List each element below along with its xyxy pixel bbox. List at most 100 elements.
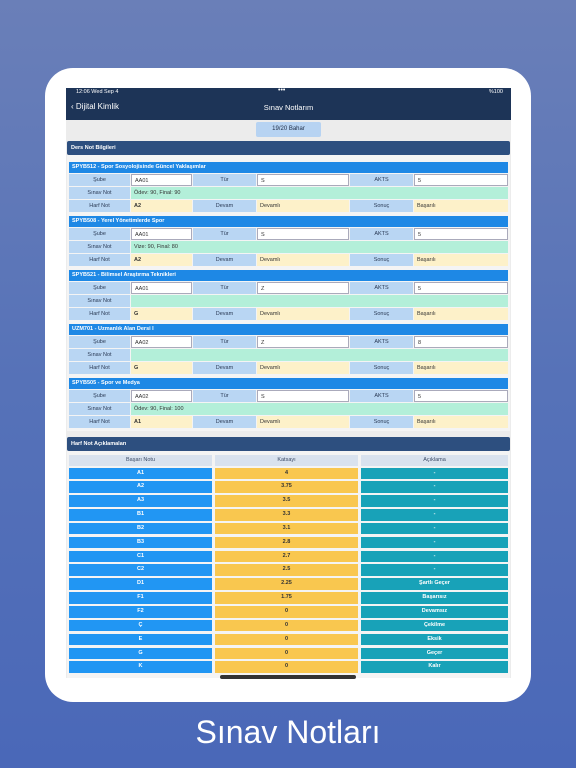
grade-cell: A2	[69, 481, 212, 493]
grade-cell: 2.7	[215, 550, 358, 563]
value-cell: Devamlı	[257, 308, 349, 320]
value-cell: 5	[414, 282, 508, 294]
label-cell: AKTS	[350, 390, 413, 402]
label-cell: Sonuç	[350, 308, 413, 320]
course-header: SPYB508 - Yerel Yönetimlerde Spor	[69, 216, 508, 227]
label-cell: AKTS	[350, 228, 413, 240]
label-cell: Şube	[69, 282, 130, 294]
value-cell: Başarılı	[414, 308, 508, 320]
value-cell: Devamlı	[257, 200, 349, 212]
value-cell: G	[131, 362, 192, 374]
screen: 12:06 Wed Sep 4 ••• %100 ‹ Dijital Kimli…	[66, 88, 511, 678]
value-cell: G	[131, 308, 192, 320]
grade-cell: A3	[69, 495, 212, 507]
status-dots: •••	[278, 88, 286, 94]
status-time: 12:06 Wed Sep 4	[76, 89, 119, 95]
term-button[interactable]: 19/20 Bahar	[256, 122, 321, 137]
column-header: Katsayı	[215, 455, 358, 466]
grade-cell: Ç	[69, 619, 212, 632]
grade-cell: Başarısız	[361, 592, 508, 604]
grade-cell: 1.75	[215, 592, 358, 604]
grade-cell: A1	[69, 467, 212, 479]
label-cell: AKTS	[350, 336, 413, 348]
nav-title: Sınav Notlarım	[263, 103, 314, 112]
value-cell: AA01	[131, 282, 192, 294]
label-cell: Devam	[193, 254, 256, 266]
label-cell: AKTS	[350, 282, 413, 294]
value-cell: 5	[414, 390, 508, 402]
label-cell: Sonuç	[350, 362, 413, 374]
grade-cell: B2	[69, 522, 212, 535]
value-cell: 5	[414, 174, 508, 186]
value-cell: S	[257, 174, 349, 186]
column-header: Başarı Notu	[69, 455, 212, 466]
grade-cell: E	[69, 633, 212, 646]
grade-cell: 4	[215, 467, 358, 479]
course-header: SPYB512 - Spor Sosyolojisinde Güncel Yak…	[69, 162, 508, 173]
grade-cell: Kalır	[361, 661, 508, 673]
label-cell: Tür	[193, 390, 256, 402]
label-cell: Tür	[193, 336, 256, 348]
grade-cell: Geçer	[361, 647, 508, 660]
exam-cell: Ödev: 90, Final: 100	[131, 403, 508, 415]
exam-cell	[131, 349, 508, 361]
grade-cell: -	[361, 467, 508, 479]
grade-cell: -	[361, 495, 508, 507]
grade-cell: -	[361, 550, 508, 563]
value-cell: AA01	[131, 228, 192, 240]
value-cell: Başarılı	[414, 362, 508, 374]
label-cell: Devam	[193, 308, 256, 320]
nav-bar: 12:06 Wed Sep 4 ••• %100 ‹ Dijital Kimli…	[66, 88, 511, 120]
grade-cell: K	[69, 661, 212, 673]
column-header: Açıklama	[361, 455, 508, 466]
grade-cell: Şartlı Geçer	[361, 578, 508, 590]
grade-cell: Devamsız	[361, 606, 508, 618]
grade-cell: 0	[215, 633, 358, 646]
label-cell: Sınav Not	[69, 187, 130, 199]
value-cell: AA02	[131, 336, 192, 348]
grade-cell: 0	[215, 647, 358, 660]
value-cell: Z	[257, 282, 349, 294]
back-label[interactable]: Dijital Kimlik	[75, 102, 120, 111]
caption: Sınav Notları	[195, 714, 381, 750]
grade-cell: 3.1	[215, 522, 358, 535]
value-cell: AA02	[131, 390, 192, 402]
grade-cell: C2	[69, 564, 212, 576]
course-header: SPYB505 - Spor ve Medya	[69, 378, 508, 389]
label-cell: Harf Not	[69, 308, 130, 320]
grade-cell: 3.75	[215, 481, 358, 493]
label-cell: AKTS	[350, 174, 413, 186]
grade-cell: 0	[215, 606, 358, 618]
label-cell: Şube	[69, 390, 130, 402]
course-header: UZM701 - Uzmanlık Alan Dersi I	[69, 324, 508, 335]
grade-cell: G	[69, 647, 212, 660]
value-cell: Z	[257, 336, 349, 348]
grade-cell: 2.5	[215, 564, 358, 576]
value-cell: AA01	[131, 174, 192, 186]
label-cell: Sınav Not	[69, 349, 130, 361]
value-cell: 5	[414, 228, 508, 240]
value-cell: Başarılı	[414, 416, 508, 428]
grade-cell: D1	[69, 578, 212, 590]
exam-cell: Ödev: 90, Final: 90	[131, 187, 508, 199]
value-cell: A1	[131, 416, 192, 428]
label-cell: Sınav Not	[69, 295, 130, 307]
label-cell: Sonuç	[350, 416, 413, 428]
label-cell: Harf Not	[69, 416, 130, 428]
grade-cell: F2	[69, 606, 212, 618]
label-cell: Tür	[193, 282, 256, 294]
home-indicator	[220, 675, 356, 679]
label-cell: Tür	[193, 228, 256, 240]
label-cell: Şube	[69, 174, 130, 186]
grade-cell: -	[361, 509, 508, 521]
label-cell: Harf Not	[69, 362, 130, 374]
label-cell: Sonuç	[350, 254, 413, 266]
back-button[interactable]: ‹ Dijital Kimlik	[71, 102, 120, 111]
grade-cell: -	[361, 481, 508, 493]
value-cell: S	[257, 390, 349, 402]
label-cell: Sınav Not	[69, 241, 130, 253]
grade-cell: 0	[215, 619, 358, 632]
course-header: SPYB521 - Bilimsel Araştırma Teknikleri	[69, 270, 508, 281]
grade-cell: -	[361, 564, 508, 576]
